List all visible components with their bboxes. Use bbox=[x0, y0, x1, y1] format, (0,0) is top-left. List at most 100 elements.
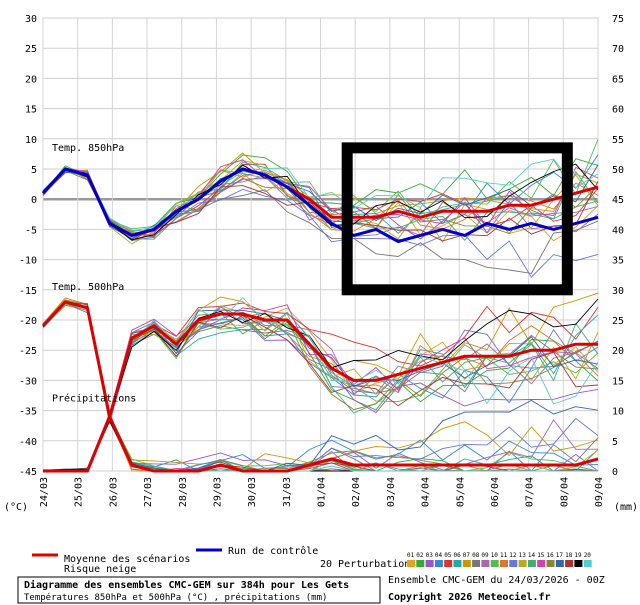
y-tick-left: -35 bbox=[19, 407, 37, 418]
perturb-number: 02 bbox=[416, 552, 424, 559]
x-tick-label: 30/03 bbox=[247, 477, 258, 507]
y-tick-right: 10 bbox=[612, 407, 624, 418]
perturb-number: 05 bbox=[444, 552, 452, 559]
perturb-swatch bbox=[472, 560, 481, 567]
highlight-box bbox=[341, 142, 573, 296]
title-box bbox=[17, 576, 381, 604]
x-tick-label: 26/03 bbox=[108, 477, 119, 507]
x-tick-label: 06/04 bbox=[490, 477, 501, 507]
x-tick-label: 27/03 bbox=[143, 477, 154, 507]
perturb-swatch bbox=[462, 560, 471, 567]
x-tick-label: 31/03 bbox=[282, 477, 293, 507]
perturb-swatch bbox=[555, 560, 564, 567]
perturbation-9-t500 bbox=[42, 301, 599, 421]
y-tick-right: 35 bbox=[612, 256, 624, 267]
perturb-swatch bbox=[518, 560, 527, 567]
y-tick-right: 60 bbox=[612, 105, 624, 116]
perturb-swatch bbox=[509, 560, 518, 567]
perturb-swatch bbox=[546, 560, 555, 567]
y-tick-right: 55 bbox=[612, 135, 624, 146]
y-tick-left: -25 bbox=[19, 346, 37, 357]
perturbation-19-t500 bbox=[42, 298, 599, 418]
perturb-number: 15 bbox=[537, 552, 545, 559]
y-tick-right: 70 bbox=[612, 44, 624, 55]
panel-label-precip: Précipitations bbox=[52, 393, 136, 405]
perturb-swatch bbox=[574, 560, 583, 567]
perturb-number: 11 bbox=[500, 552, 508, 559]
chart-title: Diagramme des ensembles CMC-GEM sur 384h… bbox=[24, 579, 349, 591]
y-tick-left: -30 bbox=[19, 376, 37, 387]
perturb-swatch bbox=[537, 560, 546, 567]
x-tick-label: 24/03 bbox=[39, 477, 50, 507]
perturb-swatch bbox=[527, 560, 536, 567]
y-tick-right: 0 bbox=[612, 467, 618, 478]
perturb-number: 19 bbox=[574, 552, 582, 559]
y-tick-right: 40 bbox=[612, 225, 624, 236]
panel-label-500: Temp. 500hPa bbox=[52, 282, 124, 293]
y-tick-right: 25 bbox=[612, 316, 624, 327]
perturbation-17-t850 bbox=[42, 164, 599, 240]
perturb-swatch bbox=[490, 560, 499, 567]
perturb-number: 13 bbox=[519, 552, 527, 559]
perturb-swatch bbox=[434, 560, 443, 567]
copyright: Copyright 2026 Meteociel.fr bbox=[388, 591, 551, 603]
perturb-number: 18 bbox=[565, 552, 573, 559]
perturbation-18-t850 bbox=[42, 168, 599, 242]
y-tick-right: 50 bbox=[612, 165, 624, 176]
y-tick-left: -40 bbox=[19, 437, 37, 448]
perturbation-2-t500 bbox=[42, 299, 599, 420]
x-tick-label: 08/04 bbox=[559, 477, 570, 507]
perturb-number: 03 bbox=[426, 552, 434, 559]
y-tick-right: 45 bbox=[612, 195, 624, 206]
perturb-swatch bbox=[481, 560, 490, 567]
perturb-swatch bbox=[583, 560, 592, 567]
legend-perturb-label: 20 Perturbations bbox=[320, 559, 416, 570]
y-tick-left: -5 bbox=[25, 225, 37, 236]
perturb-swatch bbox=[416, 560, 425, 567]
x-tick-label: 05/04 bbox=[455, 477, 466, 507]
perturb-swatch bbox=[500, 560, 508, 567]
perturb-swatch bbox=[407, 560, 415, 567]
mean-t500-line bbox=[41, 300, 598, 419]
perturb-number: 17 bbox=[556, 552, 564, 559]
y-tick-right: 5 bbox=[612, 437, 618, 448]
perturbation-17-precip bbox=[42, 399, 599, 472]
y-tick-left: 30 bbox=[25, 14, 37, 25]
perturb-swatch bbox=[425, 560, 434, 567]
x-axis: 24/03 25/03 26/03 27/03 28/03 29/03 30/03 31/03… bbox=[39, 477, 605, 507]
legend-mean-label: Moyenne des scénarios bbox=[64, 553, 190, 565]
x-tick-label: 29/03 bbox=[212, 477, 223, 507]
perturb-number: 16 bbox=[547, 552, 555, 559]
perturb-number-legend: 01 02 03 04 05 06 07 08 09 10 11 12 13 14 15 16 17 18 19 20 bbox=[407, 552, 592, 567]
x-tick-label: 28/03 bbox=[178, 477, 189, 507]
legend-control-label: Run de contrôle bbox=[228, 545, 318, 557]
x-tick-label: 02/04 bbox=[351, 477, 362, 507]
y-tick-left: 25 bbox=[25, 44, 37, 55]
perturb-number: 12 bbox=[509, 552, 517, 559]
y-tick-left: 0 bbox=[31, 195, 37, 206]
y-tick-right: 15 bbox=[612, 376, 624, 387]
chart-subtitle: Températures 850hPa et 500hPa (°C) , pré… bbox=[24, 592, 327, 603]
y-tick-left: 10 bbox=[25, 135, 37, 146]
control-t850-line bbox=[41, 167, 599, 243]
perturbation-lines bbox=[42, 139, 599, 472]
x-tick-label: 03/04 bbox=[386, 477, 397, 507]
x-tick-label: 04/04 bbox=[421, 477, 432, 507]
y-tick-left: 20 bbox=[25, 74, 37, 85]
perturb-number: 10 bbox=[491, 552, 499, 559]
legend: Moyenne des scénarios Risque neige Run d… bbox=[32, 545, 592, 575]
y-tick-left: -15 bbox=[19, 286, 37, 297]
perturb-number: 08 bbox=[472, 552, 480, 559]
perturbation-20-t850 bbox=[42, 158, 599, 232]
main-series bbox=[41, 167, 599, 473]
perturbation-18-t500 bbox=[42, 302, 599, 414]
perturb-number: 06 bbox=[454, 552, 462, 559]
legend-snow-label: Risque neige bbox=[64, 564, 136, 575]
right-unit-label: (mm) bbox=[614, 502, 638, 513]
mean-precip-line bbox=[43, 415, 599, 473]
y-tick-right: 65 bbox=[612, 74, 624, 85]
perturb-swatch bbox=[453, 560, 462, 567]
x-tick-label: 07/04 bbox=[525, 477, 536, 507]
y-tick-left: 15 bbox=[25, 105, 37, 116]
